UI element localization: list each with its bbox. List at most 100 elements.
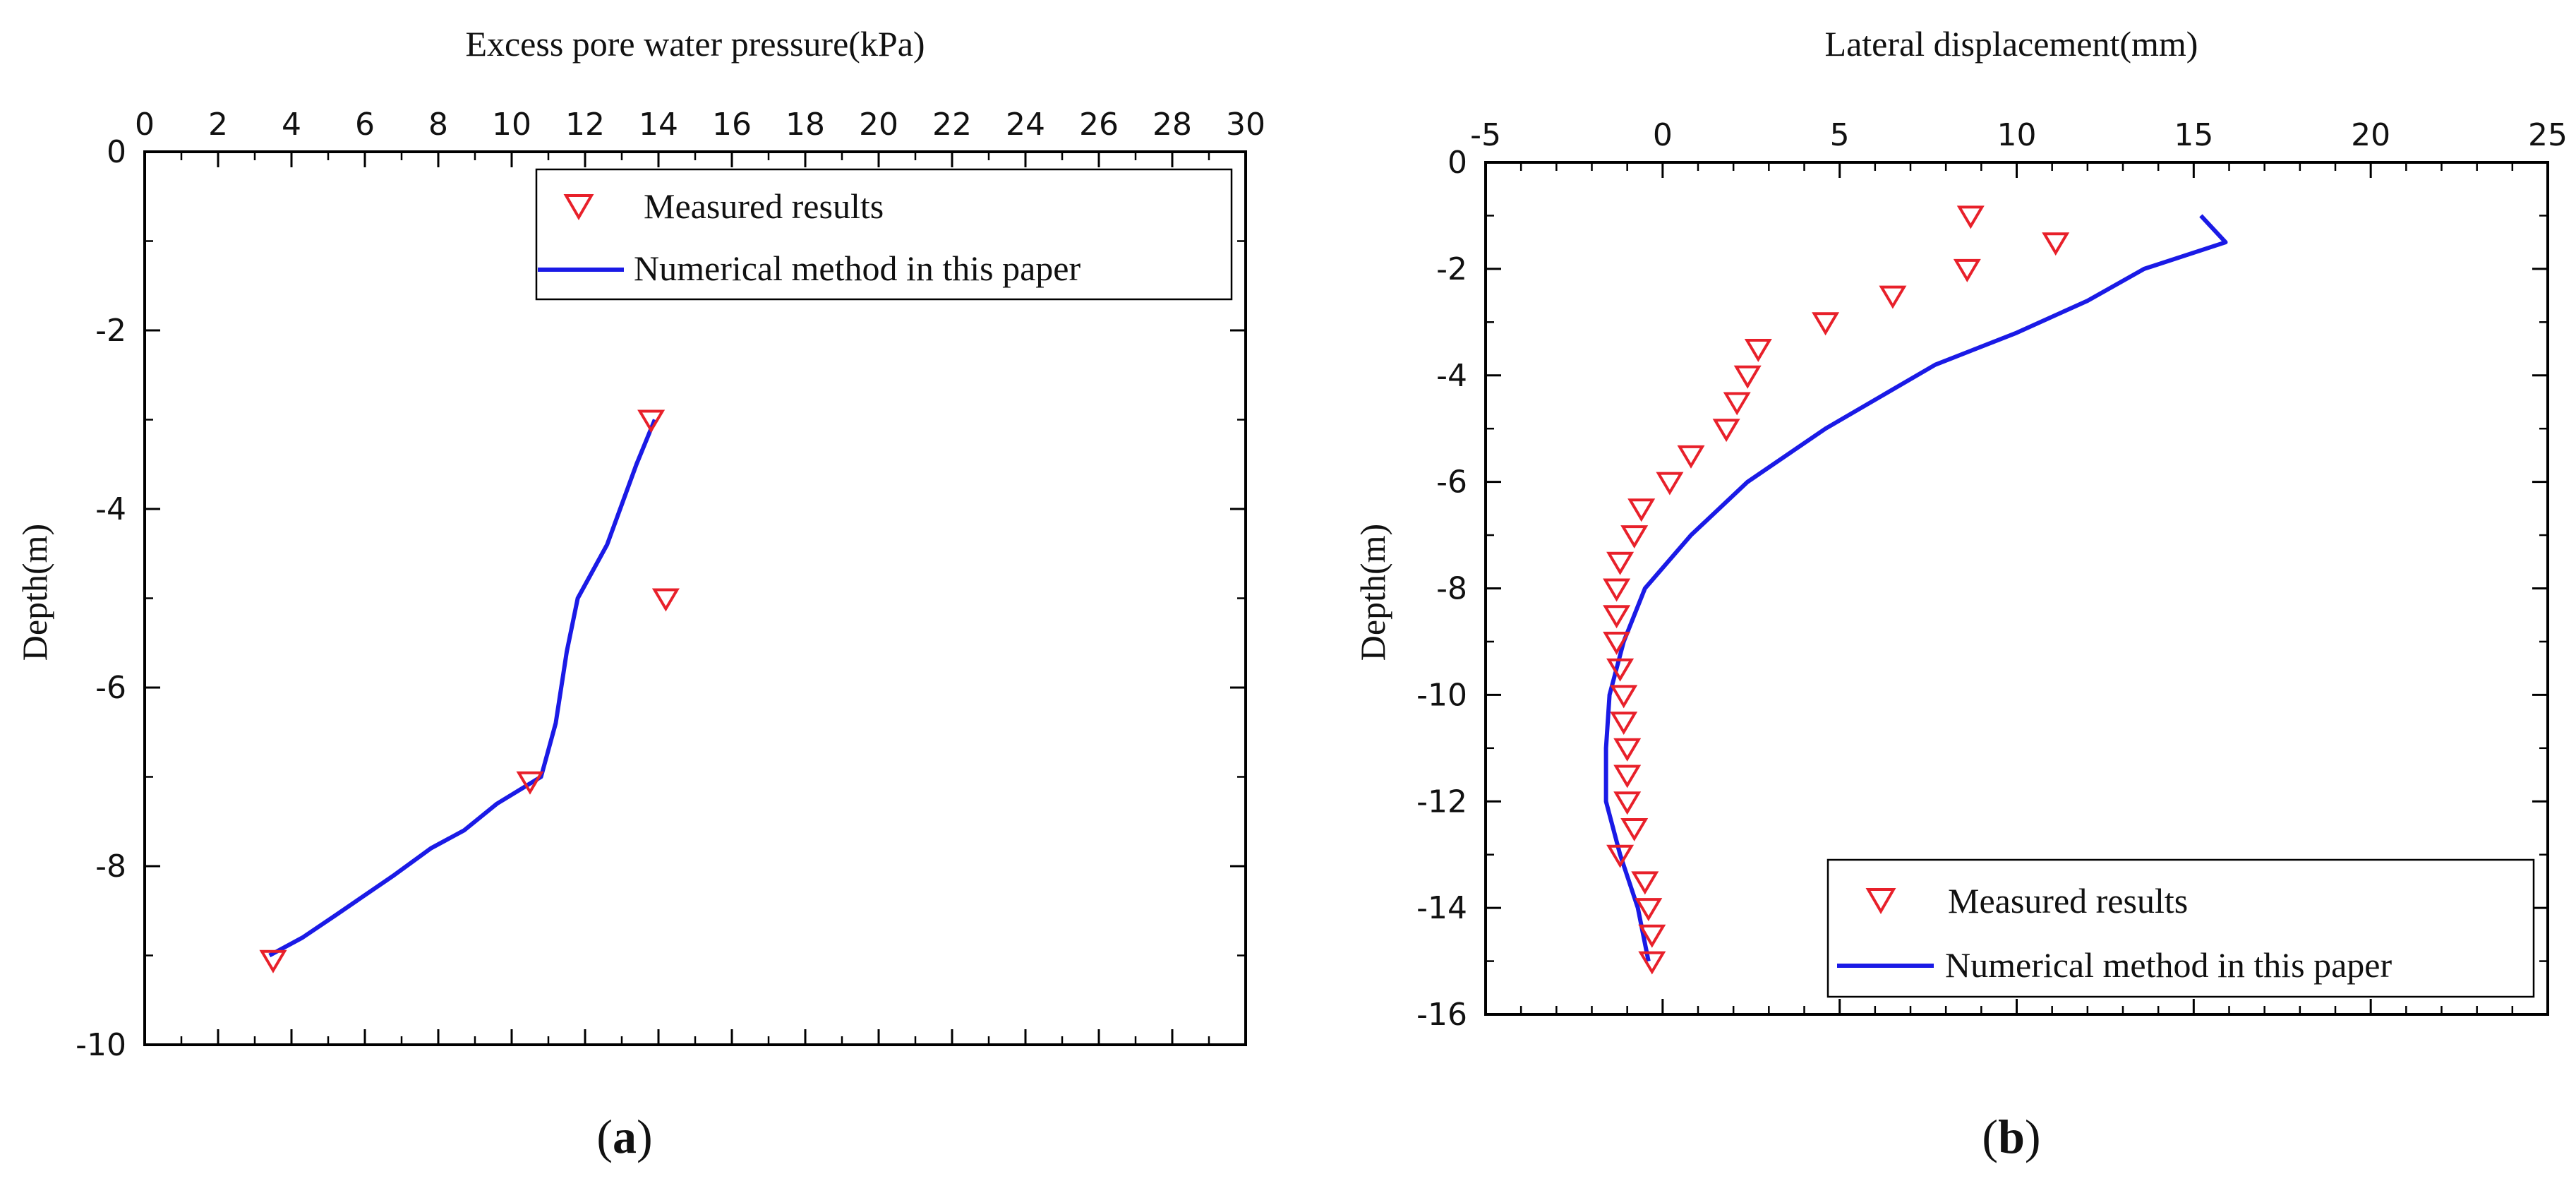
tick-marks-b — [1484, 161, 2549, 1016]
legend-box-a — [535, 168, 1233, 301]
x-tick-label: 12 — [565, 107, 605, 143]
measured-point-b — [1879, 285, 1907, 309]
x-tick-labels-b: -5 0 5 10 15 20 25 — [1470, 117, 2568, 153]
y-axis-title-a: Depth(m) — [15, 524, 54, 661]
x-tick-label: 0 — [135, 107, 155, 143]
measured-point-b — [1613, 765, 1642, 789]
x-axis-title-a: Excess pore water pressure(kPa) — [465, 24, 925, 64]
x-tick-label: 30 — [1226, 107, 1265, 143]
y-tick-label: -6 — [95, 670, 126, 706]
y-tick-label: -4 — [95, 491, 126, 527]
measured-point-b — [1603, 578, 1631, 602]
x-tick-label: 4 — [282, 107, 301, 143]
measured-point-b — [1606, 551, 1635, 575]
x-tick-labels-a: 0 2 4 6 8 10 12 14 16 18 20 22 24 26 28 30 — [135, 107, 1265, 143]
x-axis-title-b: Lateral displacement(mm) — [1825, 24, 2198, 64]
measured-point-b — [1603, 631, 1631, 655]
measured-point-b — [1638, 951, 1666, 975]
y-tick-labels-a: 0 -2 -4 -6 -8 -10 — [76, 134, 126, 1063]
x-tick-label: 22 — [932, 107, 972, 143]
y-tick-label: -12 — [1416, 784, 1467, 820]
measured-point-b — [1744, 339, 1772, 362]
measured-point-b — [1956, 205, 1985, 229]
x-tick-label: 10 — [1997, 117, 2037, 153]
y-tick-label: -10 — [1416, 677, 1467, 713]
x-tick-label: 18 — [786, 107, 825, 143]
numerical-line-a — [268, 419, 657, 958]
y-tick-label: -2 — [95, 313, 126, 349]
measured-point-b — [2042, 232, 2070, 256]
x-tick-label: 26 — [1079, 107, 1119, 143]
x-tick-label: 8 — [428, 107, 448, 143]
y-tick-labels-b: 0 -2 -4 -6 -8 -10 -12 -14 -16 — [1416, 145, 1467, 1033]
x-tick-label: 20 — [2351, 117, 2390, 153]
y-tick-label: -8 — [95, 849, 126, 885]
x-tick-label: 14 — [639, 107, 678, 143]
y-axis-title-b: Depth(m) — [1353, 524, 1392, 661]
measured-point-a — [637, 409, 666, 433]
measured-point-b — [1638, 924, 1666, 948]
y-tick-label: -10 — [76, 1027, 126, 1063]
measured-point-b — [1627, 498, 1656, 522]
y-tick-label: -6 — [1436, 464, 1467, 500]
x-tick-label: 15 — [2174, 117, 2213, 153]
legend-label-numerical-b: Numerical method in this paper — [1945, 945, 2393, 985]
x-tick-label: 6 — [355, 107, 375, 143]
measured-point-b — [1606, 844, 1635, 868]
chart-panel-b: Lateral displacement(mm) Depth(m) -5 0 5 10… — [1353, 24, 2568, 1163]
series-layer-b — [1603, 205, 2228, 975]
measured-point-b — [1812, 312, 1840, 336]
y-tick-label: -8 — [1436, 571, 1467, 607]
measured-point-b — [1610, 712, 1638, 736]
chart-panel-a: Excess pore water pressure(kPa) Depth(m)… — [15, 24, 1265, 1163]
tick-marks-a — [143, 150, 1247, 1046]
legend-label-measured-a: Measured results — [644, 186, 884, 226]
legend-b: Measured results Numerical method in thi… — [1826, 858, 2535, 998]
measured-point-b — [1603, 605, 1631, 629]
legend-label-measured-b: Measured results — [1948, 881, 2188, 921]
y-tick-label: 0 — [1448, 145, 1467, 181]
measured-point-b — [1620, 818, 1649, 841]
measured-point-b — [1635, 898, 1663, 922]
x-tick-label: 20 — [859, 107, 898, 143]
measured-point-a — [516, 771, 544, 795]
legend-a: Measured results Numerical method in thi… — [535, 168, 1233, 301]
legend-marker-measured-a — [563, 194, 594, 220]
x-tick-label: 24 — [1006, 107, 1045, 143]
x-tick-label: 5 — [1830, 117, 1850, 153]
panel-label-a: (a) — [596, 1110, 652, 1163]
measured-point-a — [651, 588, 680, 612]
measured-point-b — [1953, 258, 1981, 282]
measured-point-b — [1620, 525, 1649, 549]
x-tick-label: 2 — [208, 107, 228, 143]
x-tick-label: 16 — [712, 107, 752, 143]
measured-point-b — [1712, 419, 1740, 443]
x-tick-label: -5 — [1470, 117, 1501, 153]
measured-point-b — [1613, 791, 1642, 815]
measured-point-b — [1606, 658, 1635, 682]
y-tick-label: -16 — [1416, 997, 1467, 1033]
measured-point-b — [1733, 365, 1762, 389]
x-tick-label: 10 — [492, 107, 531, 143]
numerical-line-b — [1603, 214, 2228, 962]
y-tick-label: 0 — [107, 134, 126, 170]
legend-marker-measured-b — [1865, 888, 1896, 914]
y-tick-label: -4 — [1436, 358, 1467, 394]
measured-point-b — [1656, 472, 1684, 496]
measured-point-b — [1677, 445, 1705, 469]
measured-point-b — [1613, 738, 1642, 762]
series-layer-a — [259, 409, 680, 973]
x-tick-label: 25 — [2528, 117, 2568, 153]
x-tick-label: 0 — [1653, 117, 1673, 153]
legend-box-b — [1826, 858, 2535, 998]
measured-point-b — [1723, 392, 1751, 416]
x-tick-label: 28 — [1152, 107, 1192, 143]
measured-point-b — [1631, 871, 1659, 895]
measured-point-b — [1610, 685, 1638, 709]
y-tick-label: -2 — [1436, 251, 1467, 287]
legend-label-numerical-a: Numerical method in this paper — [634, 248, 1081, 288]
measured-point-a — [259, 949, 287, 973]
panel-label-b: (b) — [1982, 1110, 2040, 1163]
y-tick-label: -14 — [1416, 890, 1467, 926]
